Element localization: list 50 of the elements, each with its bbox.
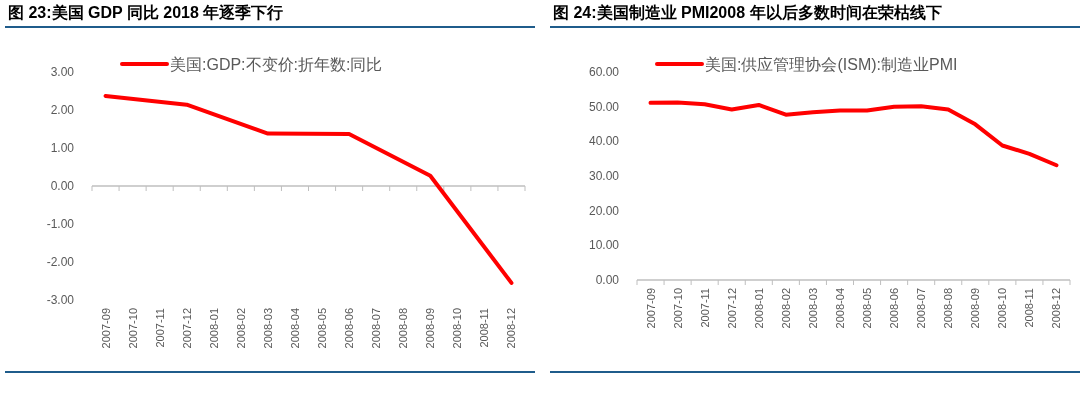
x-tick-label: 2008-01	[207, 308, 220, 349]
x-tick-label: 2007-11	[153, 308, 166, 348]
x-tick-label: 2008-12	[505, 308, 518, 349]
x-tick-label: 2007-10	[671, 288, 684, 329]
x-tick-label: 2008-02	[234, 308, 247, 349]
x-tick-label: 2007-10	[126, 308, 139, 349]
y-tick-label: 2.00	[50, 103, 75, 117]
x-tick-label: 2008-03	[261, 308, 274, 349]
x-tick-label: 2007-11	[698, 288, 711, 328]
x-tick-label: 2008-07	[370, 308, 383, 349]
y-tick-label: -3.00	[46, 293, 75, 307]
x-tick-label: 2008-06	[888, 288, 901, 329]
y-tick-label: 10.00	[588, 238, 620, 253]
x-tick-label: 2008-10	[996, 288, 1009, 329]
legend-label: 美国:供应管理协会(ISM):制造业PMI	[705, 56, 958, 73]
x-tick-label: 2008-10	[451, 308, 464, 349]
chart-title: 图 23:美国 GDP 同比 2018 年逐季下行	[8, 3, 284, 21]
y-tick-label: 3.00	[50, 65, 75, 79]
y-tick-label: 30.00	[588, 169, 620, 183]
y-tick-label: -1.00	[46, 217, 75, 231]
y-tick-label: -2.00	[46, 255, 75, 269]
x-tick-label: 2008-03	[806, 288, 819, 329]
x-tick-label: 2008-08	[942, 288, 955, 329]
x-tick-label: 2008-09	[424, 308, 437, 349]
legend-label: 美国:GDP:不变价:折年数:同比	[170, 56, 383, 73]
y-tick-label: 0.00	[595, 273, 620, 287]
x-tick-label: 2008-02	[779, 288, 792, 329]
y-tick-label: 40.00	[588, 134, 620, 149]
x-tick-label: 2008-06	[343, 308, 356, 349]
y-tick-label: 60.00	[588, 65, 620, 79]
y-tick-label: 1.00	[50, 141, 75, 155]
x-tick-label: 2008-09	[969, 288, 982, 329]
x-tick-label: 2008-11	[478, 308, 491, 348]
y-tick-label: 0.00	[50, 179, 75, 193]
x-tick-label: 2007-12	[725, 288, 738, 329]
x-tick-label: 2008-12	[1050, 288, 1063, 329]
x-tick-label: 2007-12	[180, 308, 193, 349]
x-tick-label: 2008-05	[861, 288, 874, 329]
x-tick-label: 2007-09	[644, 288, 657, 329]
y-tick-label: 20.00	[588, 203, 620, 218]
x-tick-label: 2008-01	[752, 288, 765, 329]
chart-title: 图 24:美国制造业 PMI2008 年以后多数时间在荣枯线下	[553, 3, 942, 21]
x-tick-label: 2008-04	[288, 308, 301, 349]
x-tick-label: 2008-08	[397, 308, 410, 349]
x-tick-label: 2008-04	[833, 288, 846, 329]
y-tick-label: 50.00	[588, 99, 620, 114]
x-tick-label: 2008-05	[316, 308, 329, 349]
x-tick-label: 2008-07	[915, 288, 928, 329]
x-tick-label: 2007-09	[99, 308, 112, 349]
x-tick-label: 2008-11	[1023, 288, 1036, 328]
